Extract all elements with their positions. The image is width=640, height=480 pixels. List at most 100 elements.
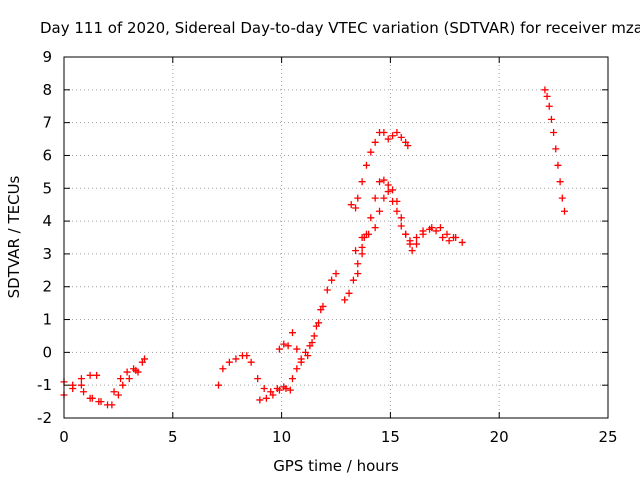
data-point (119, 381, 127, 389)
data-point (332, 270, 340, 278)
data-point (384, 188, 392, 196)
data-track (214, 352, 288, 396)
data-point (426, 225, 434, 233)
data-point (419, 230, 427, 238)
data-point (452, 234, 460, 241)
data-point (254, 375, 262, 383)
data-point (310, 332, 318, 340)
data-point (304, 352, 312, 360)
data-point (286, 386, 294, 394)
data-point (275, 386, 283, 394)
data-point (347, 201, 355, 209)
data-track (354, 176, 466, 278)
data-point (384, 135, 392, 143)
data-points (60, 86, 568, 409)
data-point (552, 145, 560, 153)
data-point (288, 375, 296, 383)
data-point (260, 384, 268, 392)
plot-frame (63, 56, 609, 419)
data-point (397, 133, 405, 141)
data-point (80, 388, 88, 396)
data-track (110, 365, 142, 396)
data-track (352, 186, 460, 255)
data-point (558, 194, 566, 202)
data-point (293, 365, 301, 373)
data-point (282, 384, 290, 392)
data-point (436, 224, 444, 232)
data-point (275, 345, 283, 353)
data-point (108, 401, 116, 409)
data-point (393, 197, 401, 205)
data-point (365, 230, 373, 238)
data-track (275, 270, 340, 363)
data-point (354, 194, 362, 202)
data-point (404, 142, 412, 150)
y-tick-label: 8 (42, 81, 52, 99)
data-point (393, 128, 401, 136)
data-point (443, 230, 451, 238)
data-point (77, 381, 85, 389)
data-point (445, 237, 453, 245)
data-track (80, 355, 149, 409)
y-tick-label: 3 (42, 245, 52, 263)
y-tick-label: 5 (42, 179, 52, 197)
chart-title: Day 111 of 2020, Sidereal Day-to-day VTE… (40, 19, 640, 37)
x-tick-label: 25 (598, 428, 617, 446)
data-point (219, 365, 227, 373)
data-point (125, 375, 133, 383)
data-point (117, 375, 125, 383)
x-tick-label: 0 (59, 428, 69, 446)
data-point (545, 102, 553, 110)
data-point (543, 92, 551, 100)
data-point (380, 194, 388, 202)
data-point (141, 355, 149, 363)
data-point (354, 260, 362, 268)
data-point (341, 296, 349, 304)
y-tick-label: 0 (42, 343, 52, 361)
data-point (380, 128, 388, 136)
data-track (541, 86, 568, 215)
data-point (93, 371, 101, 379)
data-point (88, 394, 96, 402)
data-point (362, 161, 370, 169)
y-tick-label: -2 (37, 409, 52, 427)
data-point (130, 365, 138, 373)
data-track (341, 234, 368, 304)
x-tick-label: 15 (381, 428, 400, 446)
data-point (280, 340, 288, 348)
x-tick-label: 10 (272, 428, 291, 446)
data-point (371, 224, 379, 232)
y-tick-label: 1 (42, 311, 52, 329)
data-point (269, 391, 277, 399)
data-point (345, 289, 353, 297)
data-point (308, 339, 316, 347)
data-point (352, 247, 360, 255)
data-point (371, 138, 379, 146)
data-point (402, 230, 410, 238)
data-point (312, 322, 320, 330)
data-point (376, 178, 384, 186)
data-point (358, 234, 366, 241)
data-point (352, 204, 360, 212)
data-point (550, 128, 558, 136)
data-point (354, 270, 362, 278)
data-point (384, 181, 392, 189)
data-point (397, 214, 405, 222)
data-point (389, 186, 397, 194)
data-point (284, 342, 292, 350)
data-point (86, 371, 94, 379)
data-point (458, 238, 466, 246)
data-point (554, 161, 562, 169)
grid-layer (64, 57, 608, 418)
data-point (560, 207, 568, 215)
data-point (323, 286, 331, 294)
data-point (371, 194, 379, 202)
data-point (393, 207, 401, 215)
data-track (60, 371, 101, 392)
x-axis-label: GPS time / hours (273, 457, 399, 475)
data-point (297, 358, 305, 366)
y-axis-label: SDTVAR / TECUs (5, 175, 23, 298)
x-tick-label: 20 (490, 428, 509, 446)
data-point (367, 148, 375, 156)
